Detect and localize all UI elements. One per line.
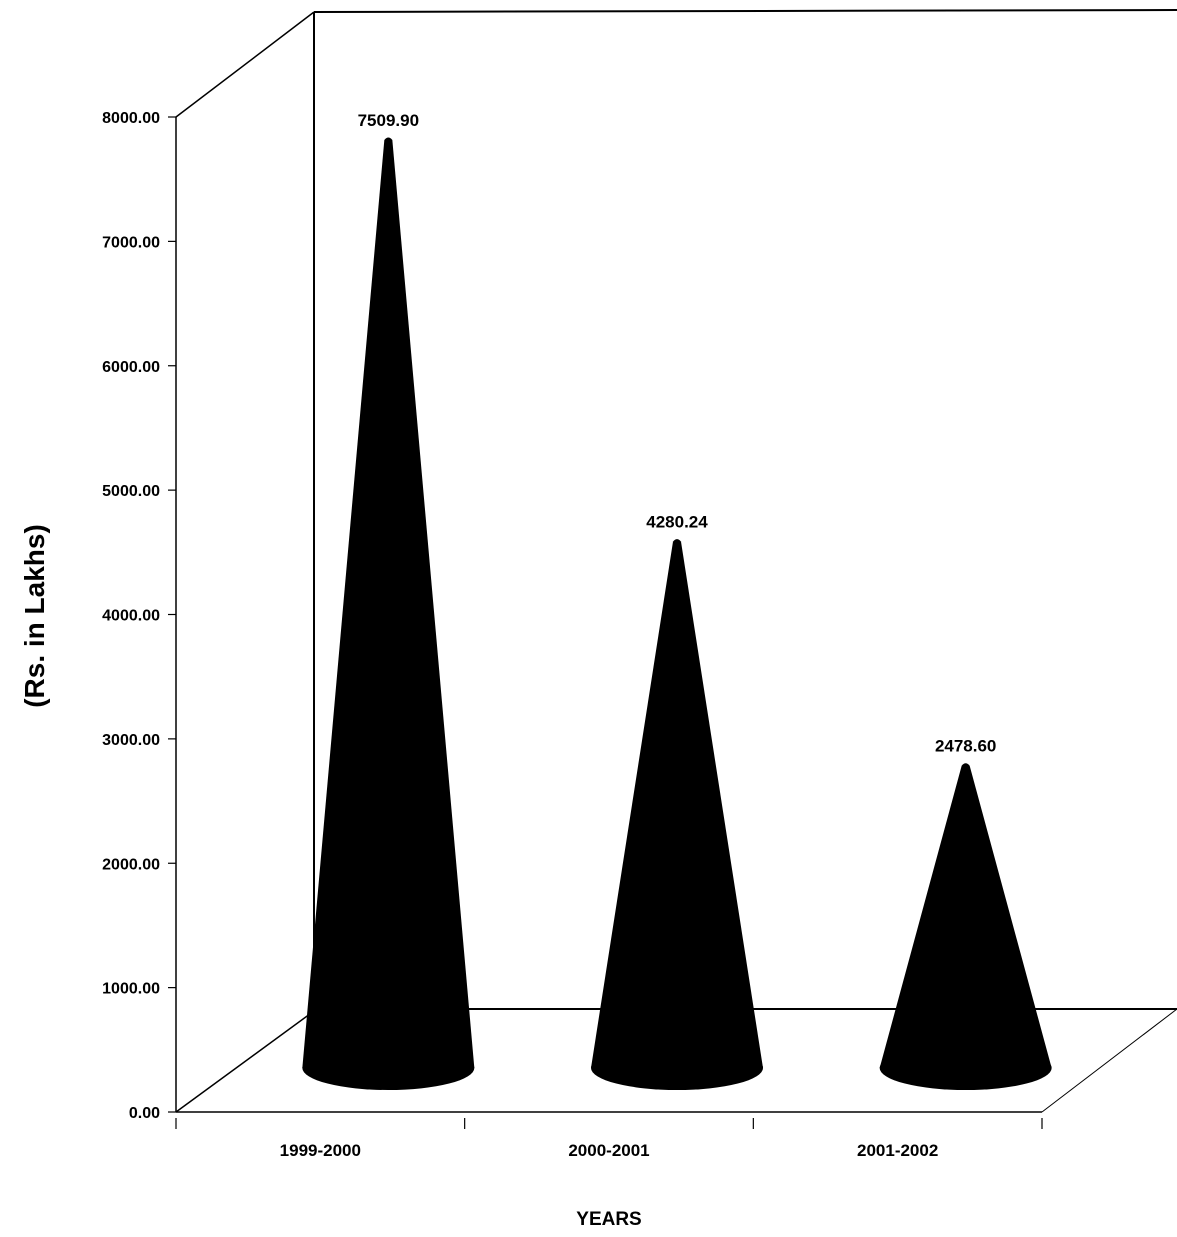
y-tick-label: 6000.00 (102, 359, 160, 376)
cone-body (879, 763, 1052, 1068)
y-tick-label: 0.00 (129, 1105, 160, 1122)
x-tick-label: 2001-2002 (857, 1141, 938, 1160)
cone-base (591, 1046, 763, 1090)
cones (302, 137, 1052, 1090)
data-label: 7509.90 (358, 111, 419, 130)
x-tick-label: 2000-2001 (568, 1141, 649, 1160)
data-label: 2478.60 (935, 737, 996, 756)
cone (302, 137, 475, 1090)
y-tick-label: 3000.00 (102, 732, 160, 749)
y-tick-label: 1000.00 (102, 981, 160, 998)
cone-base (879, 1046, 1052, 1090)
y-tick-label: 8000.00 (102, 110, 160, 127)
data-labels: 7509.90 4280.24 2478.60 (358, 111, 997, 756)
cone-base (302, 1046, 475, 1090)
data-label: 4280.24 (646, 513, 708, 532)
x-axis-label: YEARS (576, 1209, 641, 1230)
back-wall-top-edge (313, 9, 1177, 13)
floor-right-edge (1041, 1008, 1177, 1113)
y-tick-label: 5000.00 (102, 483, 160, 500)
y-tick-label: 4000.00 (102, 608, 160, 625)
cone-body (591, 539, 763, 1068)
y-tick-label: 2000.00 (102, 856, 160, 873)
left-wall-top-edge (175, 11, 315, 118)
y-axis-label: (Rs. in Lakhs) (19, 524, 50, 708)
x-axis-ticks: 1999-2000 2000-2001 2001-2002 (175, 1118, 1043, 1160)
cone (879, 763, 1052, 1090)
x-tick-label: 1999-2000 (280, 1141, 361, 1160)
floor-left-edge (175, 1010, 315, 1113)
y-tick-label: 7000.00 (102, 234, 160, 251)
y-axis-ticks: 0.00 1000.00 2000.00 3000.00 4000.00 5000.00 6… (102, 110, 176, 1122)
cone (591, 539, 763, 1090)
cone-body (302, 137, 475, 1069)
